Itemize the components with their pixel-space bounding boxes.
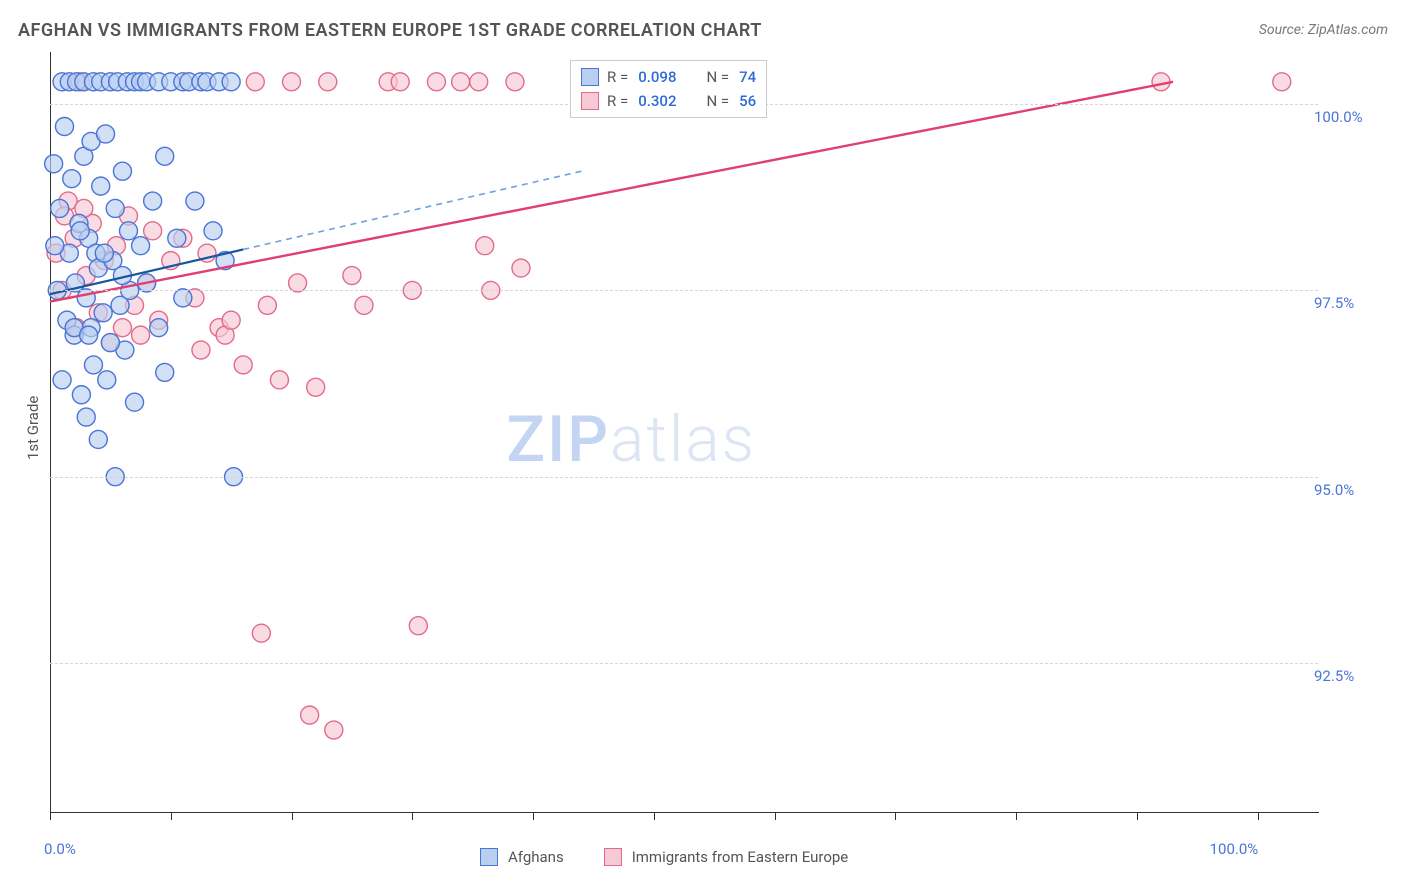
legend-label-blue: Afghans — [508, 848, 564, 866]
legend-r-label: R = — [607, 89, 628, 113]
data-point — [343, 267, 361, 285]
data-point — [156, 363, 174, 381]
data-point — [119, 222, 137, 240]
data-point — [186, 192, 204, 210]
x-tick-mark — [1137, 812, 1138, 820]
legend-label-pink: Immigrants from Eastern Europe — [632, 848, 849, 866]
y-tick-label: 92.5% — [1314, 667, 1354, 685]
x-tick-mark — [775, 812, 776, 820]
data-point — [283, 73, 301, 91]
data-point — [92, 177, 110, 195]
data-point — [95, 244, 113, 262]
data-point — [89, 430, 107, 448]
legend-swatch-blue — [480, 848, 498, 866]
data-point — [301, 706, 319, 724]
data-point — [46, 237, 64, 255]
data-point — [512, 259, 530, 277]
data-point — [246, 73, 264, 91]
legend-swatch-pink — [581, 92, 599, 110]
data-point — [355, 296, 373, 314]
data-point — [132, 237, 150, 255]
legend-r-pink: 0.302 — [638, 89, 676, 113]
data-point — [150, 319, 168, 337]
y-tick-label: 100.0% — [1314, 108, 1363, 126]
legend-n-label: N = — [706, 65, 729, 89]
data-point — [506, 73, 524, 91]
data-point — [307, 378, 325, 396]
data-point — [94, 304, 112, 322]
data-point — [71, 222, 89, 240]
data-point — [234, 356, 252, 374]
x-tick-label: 0.0% — [44, 840, 76, 858]
gridline-h — [50, 290, 1318, 291]
data-point — [77, 289, 95, 307]
data-point — [51, 199, 69, 217]
x-tick-mark — [412, 812, 413, 820]
gridline-h — [50, 663, 1318, 664]
data-point — [55, 118, 73, 136]
data-point — [84, 356, 102, 374]
x-tick-mark — [1258, 812, 1259, 820]
data-point — [222, 311, 240, 329]
data-point — [174, 289, 192, 307]
x-tick-mark — [292, 812, 293, 820]
data-point — [258, 296, 276, 314]
legend-swatch-pink — [604, 848, 622, 866]
data-point — [156, 147, 174, 165]
data-point — [144, 192, 162, 210]
trendline-blue-dashed — [243, 171, 581, 249]
data-point — [270, 371, 288, 389]
data-point — [452, 73, 470, 91]
legend-n-blue: 74 — [739, 65, 756, 89]
data-point — [222, 73, 240, 91]
series-legend: Afghans Immigrants from Eastern Europe — [480, 848, 848, 866]
data-point — [113, 319, 131, 337]
gridline-h — [50, 477, 1318, 478]
data-point — [113, 162, 131, 180]
data-point — [427, 73, 445, 91]
data-point — [77, 408, 95, 426]
x-tick-mark — [171, 812, 172, 820]
data-point — [98, 371, 116, 389]
data-point — [45, 155, 63, 173]
x-tick-mark — [654, 812, 655, 820]
data-point — [97, 125, 115, 143]
data-point — [80, 326, 98, 344]
data-point — [144, 222, 162, 240]
data-point — [409, 617, 427, 635]
data-point — [168, 229, 186, 247]
x-tick-mark — [533, 812, 534, 820]
data-point — [252, 624, 270, 642]
data-point — [391, 73, 409, 91]
y-tick-label: 97.5% — [1314, 294, 1354, 312]
data-point — [132, 326, 150, 344]
data-point — [1273, 73, 1291, 91]
y-tick-label: 95.0% — [1314, 481, 1354, 499]
data-point — [476, 237, 494, 255]
data-point — [470, 73, 488, 91]
data-point — [289, 274, 307, 292]
chart-svg — [0, 0, 1406, 892]
legend-n-pink: 56 — [739, 89, 756, 113]
data-point — [101, 334, 119, 352]
data-point — [325, 721, 343, 739]
data-point — [204, 222, 222, 240]
x-tick-label: 100.0% — [1210, 840, 1259, 858]
data-point — [192, 341, 210, 359]
data-point — [106, 199, 124, 217]
x-tick-mark — [50, 812, 51, 820]
x-tick-mark — [895, 812, 896, 820]
legend-r-label: R = — [607, 65, 628, 89]
data-point — [63, 170, 81, 188]
data-point — [53, 371, 71, 389]
correlation-legend: R = 0.098 N = 74 R = 0.302 N = 56 — [570, 60, 767, 118]
data-point — [126, 393, 144, 411]
legend-r-blue: 0.098 — [638, 65, 676, 89]
data-point — [72, 386, 90, 404]
x-tick-mark — [1016, 812, 1017, 820]
legend-n-label: N = — [706, 89, 729, 113]
data-point — [319, 73, 337, 91]
legend-swatch-blue — [581, 68, 599, 86]
